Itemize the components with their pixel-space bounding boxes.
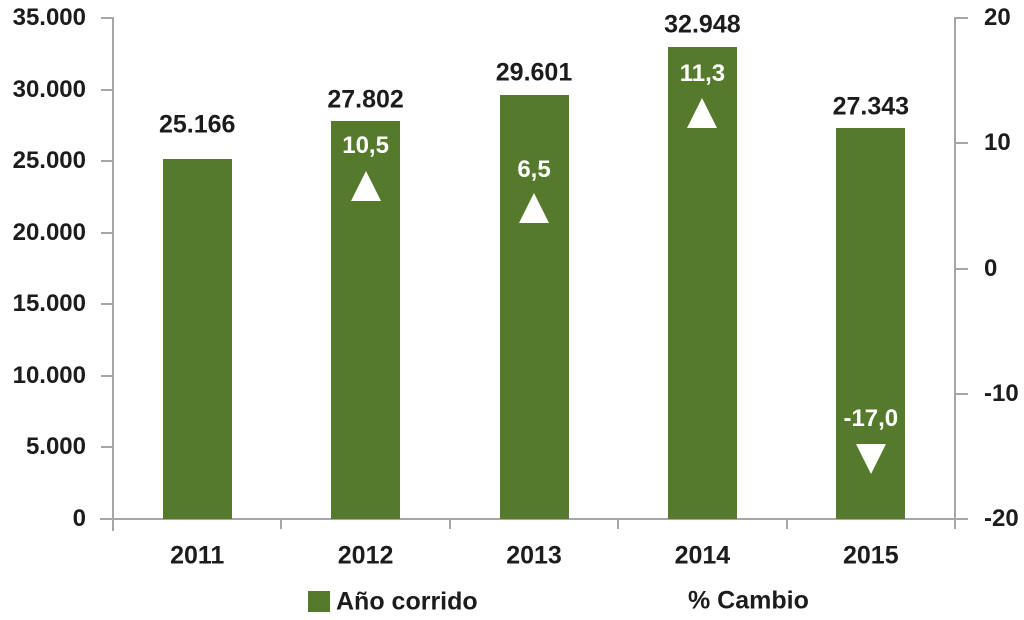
- pct-cambio-label: 6,5: [517, 156, 551, 183]
- bar-value-label: 29.601: [495, 58, 573, 87]
- legend-label-ano-corrido: Año corrido: [336, 587, 478, 616]
- left-axis-tick: [101, 303, 113, 306]
- right-axis-tick: [955, 267, 968, 270]
- x-category-label: 2015: [842, 541, 899, 570]
- left-axis-tick-label: 10.000: [12, 361, 86, 389]
- left-axis-tick: [101, 88, 113, 91]
- right-axis-line: [954, 17, 956, 529]
- right-axis-tick-label: 10: [984, 129, 1011, 157]
- left-axis-tick: [101, 231, 113, 234]
- bar-value-label: 32.948: [664, 10, 741, 39]
- right-axis-tick-label: 20: [984, 4, 1011, 31]
- right-axis-tick: [955, 518, 968, 520]
- left-axis-line: [112, 17, 114, 531]
- left-axis-tick-label: 35.000: [12, 4, 86, 31]
- pct-cambio-label: -17,0: [843, 405, 899, 432]
- pct-cambio-label: 11,3: [679, 60, 726, 87]
- left-axis-tick: [101, 518, 113, 520]
- right-axis-tick-label: 0: [984, 254, 998, 282]
- x-category-label: 2012: [337, 541, 394, 570]
- x-axis-tick: [954, 519, 956, 529]
- left-axis-tick-label: 30.000: [12, 75, 86, 103]
- triangle-up-icon: [519, 193, 549, 223]
- right-axis-tick-label: -20: [984, 505, 1019, 532]
- x-axis-tick: [280, 519, 283, 529]
- x-category-label: 2014: [674, 541, 731, 570]
- triangle-down-icon: [855, 444, 886, 474]
- x-axis-line: [100, 518, 968, 520]
- bar-value-label: 27.343: [832, 92, 910, 121]
- x-category-label: 2011: [170, 541, 225, 570]
- triangle-up-icon: [687, 98, 718, 128]
- left-axis-tick-label: 15.000: [12, 290, 86, 318]
- left-axis-tick-label: 5.000: [25, 433, 86, 461]
- bar-ano-corrido-2011: [162, 158, 232, 519]
- left-axis-tick-label: 20.000: [12, 218, 86, 246]
- left-axis-tick: [101, 446, 113, 449]
- left-axis-tick: [101, 374, 113, 377]
- right-axis-tick: [955, 142, 968, 145]
- right-axis-tick: [955, 392, 968, 395]
- legend-label-pct-cambio: % Cambio: [688, 586, 809, 615]
- x-category-label: 2013: [506, 541, 562, 570]
- x-axis-tick: [785, 519, 788, 529]
- left-axis-tick-label: 0: [72, 505, 86, 532]
- right-axis-tick-label: -10: [984, 379, 1019, 407]
- left-axis-tick: [101, 17, 113, 19]
- left-axis-tick-label: 25.000: [12, 147, 86, 175]
- right-axis-tick: [955, 17, 968, 19]
- bar-ano-corrido-2013: [499, 95, 569, 519]
- bar-value-label: 27.802: [327, 85, 404, 114]
- x-axis-tick: [617, 519, 620, 529]
- triangle-up-icon: [350, 171, 381, 201]
- bar-value-label: 25.166: [158, 110, 236, 139]
- pct-cambio-label: 10,5: [342, 132, 389, 159]
- legend-swatch-ano-corrido: [308, 591, 330, 612]
- x-axis-tick: [112, 519, 114, 529]
- left-axis-tick: [101, 160, 113, 163]
- x-axis-tick: [448, 519, 451, 529]
